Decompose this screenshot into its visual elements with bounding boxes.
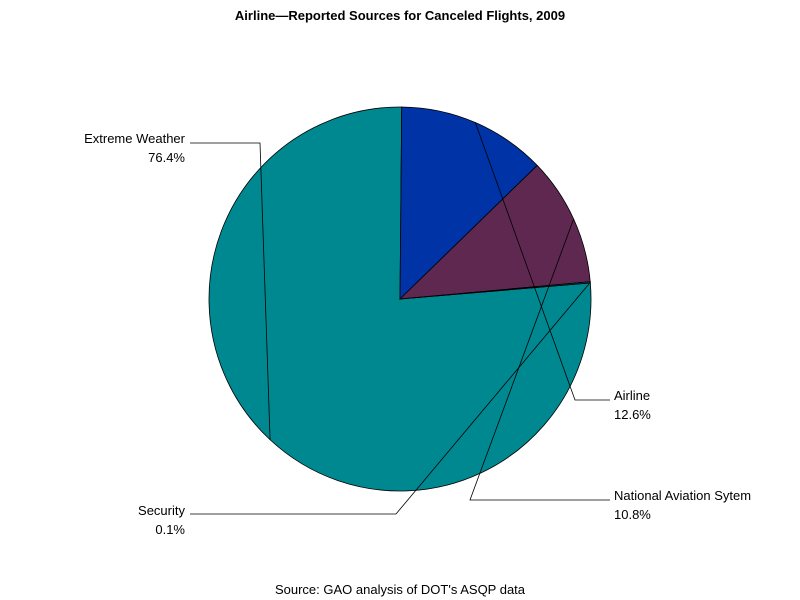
slice-label-airline: Airline <box>614 388 650 403</box>
slice-value-national-aviation-system: 10.8% <box>614 507 651 522</box>
slice-value-airline: 12.6% <box>614 407 651 422</box>
slice-label-national-aviation-system: National Aviation Sytem <box>614 488 751 503</box>
pie-slice-national-aviation-sytem <box>398 164 591 300</box>
leader-line-national-aviation-system <box>469 218 610 501</box>
leader-lines <box>190 122 610 515</box>
pie-slice-airline <box>399 106 538 300</box>
slice-label-extreme-weather: Extreme Weather <box>84 131 186 146</box>
chart-source-note: Source: GAO analysis of DOT's ASQP data <box>275 582 526 597</box>
slice-label-security: Security <box>138 503 185 518</box>
pie-slices <box>208 106 592 492</box>
chart-title: Airline—Reported Sources for Canceled Fl… <box>235 8 565 23</box>
leader-line-extreme-weather <box>190 142 271 440</box>
leader-line-security <box>190 282 591 515</box>
slice-value-extreme-weather: 76.4% <box>148 150 185 165</box>
slice-value-security: 0.1% <box>155 522 185 537</box>
leader-line-airline <box>474 122 610 401</box>
pie-slice-security <box>399 281 591 300</box>
